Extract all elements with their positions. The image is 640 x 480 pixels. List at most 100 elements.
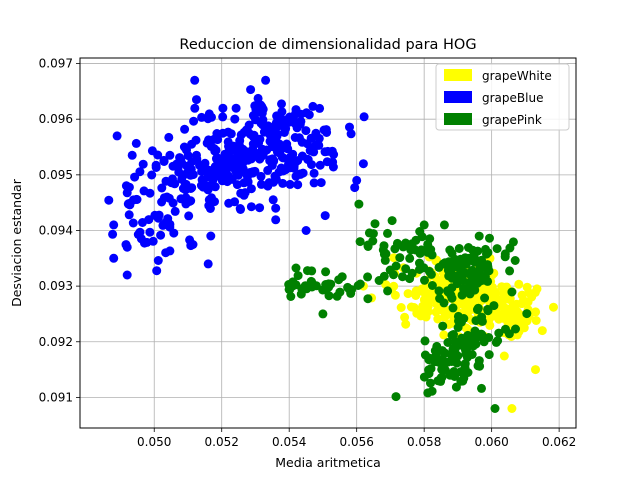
data-point: [407, 268, 417, 278]
data-point: [109, 253, 119, 263]
data-point: [290, 109, 300, 119]
data-point: [183, 151, 193, 161]
data-point: [508, 237, 518, 247]
data-point: [131, 138, 141, 148]
data-point: [514, 279, 524, 289]
data-point: [420, 275, 429, 285]
data-point: [471, 339, 481, 349]
data-point: [477, 383, 486, 393]
data-point: [343, 282, 353, 292]
data-point: [246, 154, 256, 164]
data-point: [363, 240, 373, 250]
data-point: [354, 199, 364, 209]
data-point: [192, 95, 201, 105]
data-point: [500, 249, 510, 259]
data-point: [466, 300, 476, 310]
data-point: [370, 219, 380, 229]
data-point: [227, 174, 237, 184]
data-point: [438, 354, 447, 364]
data-point: [189, 116, 199, 126]
y-tick-label: 0.097: [39, 57, 73, 71]
data-point: [285, 179, 295, 189]
series-grapepink: [284, 199, 532, 413]
data-point: [345, 122, 354, 132]
data-point: [218, 112, 228, 122]
data-point: [246, 202, 256, 212]
data-point: [174, 167, 184, 177]
data-point: [268, 177, 278, 187]
data-point: [419, 263, 429, 273]
data-point: [257, 151, 267, 161]
data-point: [147, 146, 157, 156]
data-point: [383, 228, 392, 238]
data-point: [448, 303, 458, 313]
data-point: [374, 276, 384, 285]
data-point: [301, 226, 311, 235]
data-point: [219, 173, 228, 182]
data-point: [309, 178, 319, 188]
data-point: [450, 337, 460, 347]
data-point: [387, 216, 397, 226]
data-point: [358, 159, 368, 169]
data-point: [417, 286, 427, 296]
data-point: [277, 99, 286, 109]
data-point: [184, 211, 194, 221]
y-tick-label: 0.091: [39, 390, 73, 404]
data-point: [329, 150, 339, 159]
data-point: [276, 163, 286, 173]
data-point: [203, 259, 213, 269]
data-point: [427, 281, 437, 290]
axis-ticks: 0.050 0.052 0.054 0.056 0.058 0.060 0.062 0.091…: [39, 57, 577, 449]
data-points: [104, 75, 558, 413]
data-point: [122, 242, 132, 252]
data-point: [483, 248, 493, 258]
data-point: [485, 320, 495, 330]
data-point: [201, 165, 211, 175]
data-point: [444, 257, 454, 267]
data-point: [192, 150, 201, 160]
legend-swatch-grapeblue: [444, 91, 472, 103]
data-point: [278, 121, 288, 131]
data-point: [150, 210, 160, 220]
data-point: [494, 328, 504, 338]
data-point: [403, 289, 413, 299]
y-tick-label: 0.092: [39, 335, 73, 349]
data-point: [268, 122, 278, 132]
data-point: [271, 215, 281, 225]
data-point: [162, 192, 172, 202]
data-point: [166, 178, 176, 188]
data-point: [482, 264, 492, 274]
data-point: [308, 101, 318, 111]
data-point: [427, 386, 437, 396]
data-point: [179, 142, 189, 152]
data-point: [180, 124, 190, 134]
data-point: [263, 165, 273, 175]
data-point: [517, 290, 527, 300]
data-point: [243, 172, 252, 182]
data-point: [164, 132, 174, 142]
data-point: [290, 133, 300, 142]
data-point: [447, 293, 457, 303]
x-tick-label: 0.052: [205, 435, 239, 449]
data-point: [504, 329, 514, 339]
data-point: [405, 253, 415, 263]
data-point: [303, 139, 312, 149]
data-point: [401, 264, 411, 274]
data-point: [204, 201, 214, 211]
data-point: [182, 161, 192, 171]
data-point: [206, 231, 216, 241]
data-point: [182, 195, 192, 204]
data-point: [363, 294, 373, 304]
legend-label-grapewhite: grapeWhite: [482, 69, 552, 83]
data-point: [463, 330, 473, 340]
data-point: [268, 154, 277, 164]
data-point: [315, 160, 325, 170]
data-point: [151, 160, 161, 170]
data-point: [505, 266, 515, 276]
data-point: [423, 301, 433, 311]
data-point: [309, 147, 319, 157]
data-point: [136, 234, 146, 244]
data-point: [406, 245, 416, 255]
data-point: [425, 234, 435, 244]
data-point: [454, 244, 464, 253]
